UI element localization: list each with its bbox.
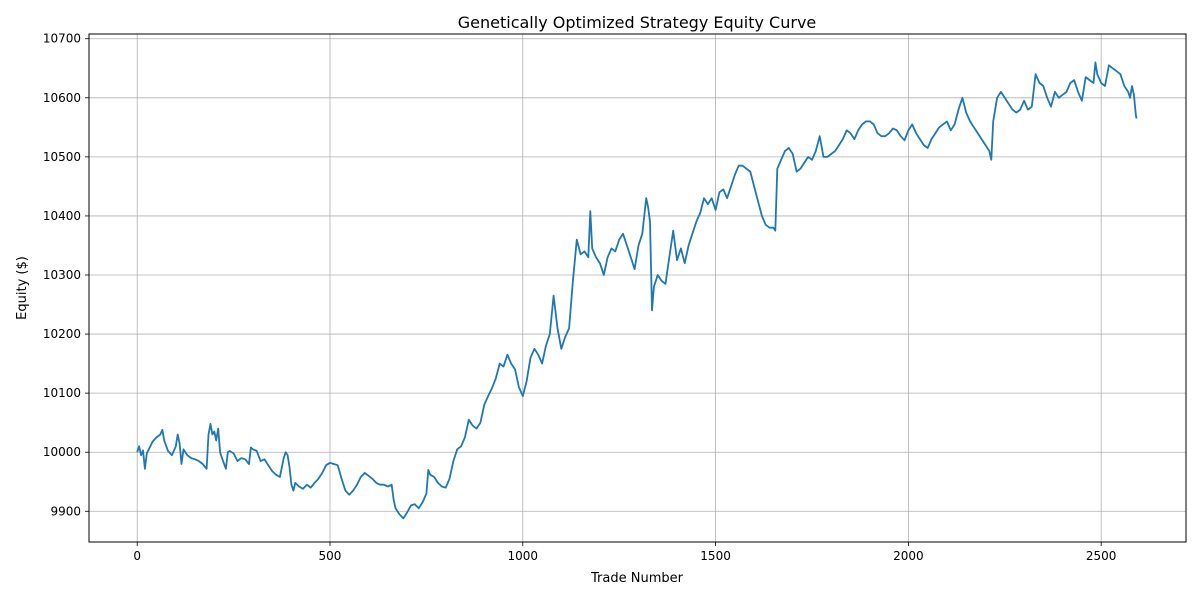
x-tick-label: 500 <box>319 549 342 563</box>
y-axis-ticks: 9900 10000 10100 10200 10300 10400 10500 10600 1… <box>43 32 89 518</box>
y-axis-label: Equity ($) <box>15 256 30 320</box>
equity-series-line <box>136 61 1138 520</box>
plot-lines <box>136 61 1138 520</box>
chart-title: Genetically Optimized Strategy Equity Cu… <box>458 13 817 32</box>
plot-frame <box>88 33 1187 543</box>
y-tick-label: 10100 <box>43 386 81 400</box>
x-tick-label: 2500 <box>1086 549 1117 563</box>
x-tick-label: 0 <box>133 549 141 563</box>
y-tick-label: 10000 <box>43 445 81 459</box>
y-tick-label: 9900 <box>50 504 81 518</box>
x-tick-label: 2000 <box>893 549 924 563</box>
y-tick-label: 10200 <box>43 327 81 341</box>
y-tick-label: 10500 <box>43 150 81 164</box>
x-tick-label: 1500 <box>700 549 731 563</box>
y-tick-label: 10700 <box>43 32 81 46</box>
y-tick-label: 10300 <box>43 268 81 282</box>
y-tick-label: 10400 <box>43 209 81 223</box>
x-tick-label: 1000 <box>508 549 539 563</box>
x-axis-label: Trade Number <box>590 571 684 586</box>
grid <box>89 34 1186 542</box>
x-axis-ticks: 0 500 1000 1500 2000 2500 <box>133 542 1116 563</box>
y-tick-label: 10600 <box>43 91 81 105</box>
